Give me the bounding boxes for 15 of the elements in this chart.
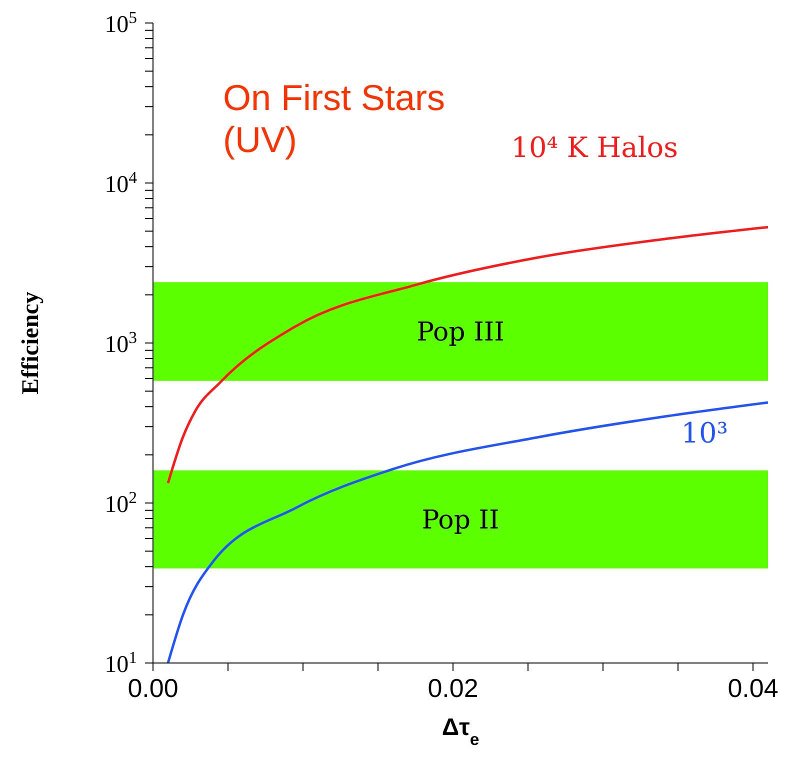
y-tick-label: 10$^{4}$ [104, 168, 138, 198]
band-label: Pop III [416, 318, 504, 348]
series-label: 10³ [681, 416, 728, 450]
annotation: On First Stars (UV) [223, 77, 446, 160]
y-tick-label: 10$^{5}$ [104, 8, 137, 38]
x-tick-label: 0.04 [728, 673, 778, 703]
y-axis-title: Efficiency [18, 292, 44, 394]
y-tick-label: 10$^{2}$ [104, 488, 137, 518]
x-axis-title: Δτ$_{e}$ [442, 714, 480, 748]
y-tick-label: 10$^{3}$ [104, 328, 137, 358]
x-tick-label: 0.02 [428, 673, 478, 703]
band-label: Pop II [422, 506, 500, 536]
line-series [166, 401, 768, 663]
text: 10⁴ K Halos [511, 131, 678, 164]
line-series [166, 226, 768, 484]
